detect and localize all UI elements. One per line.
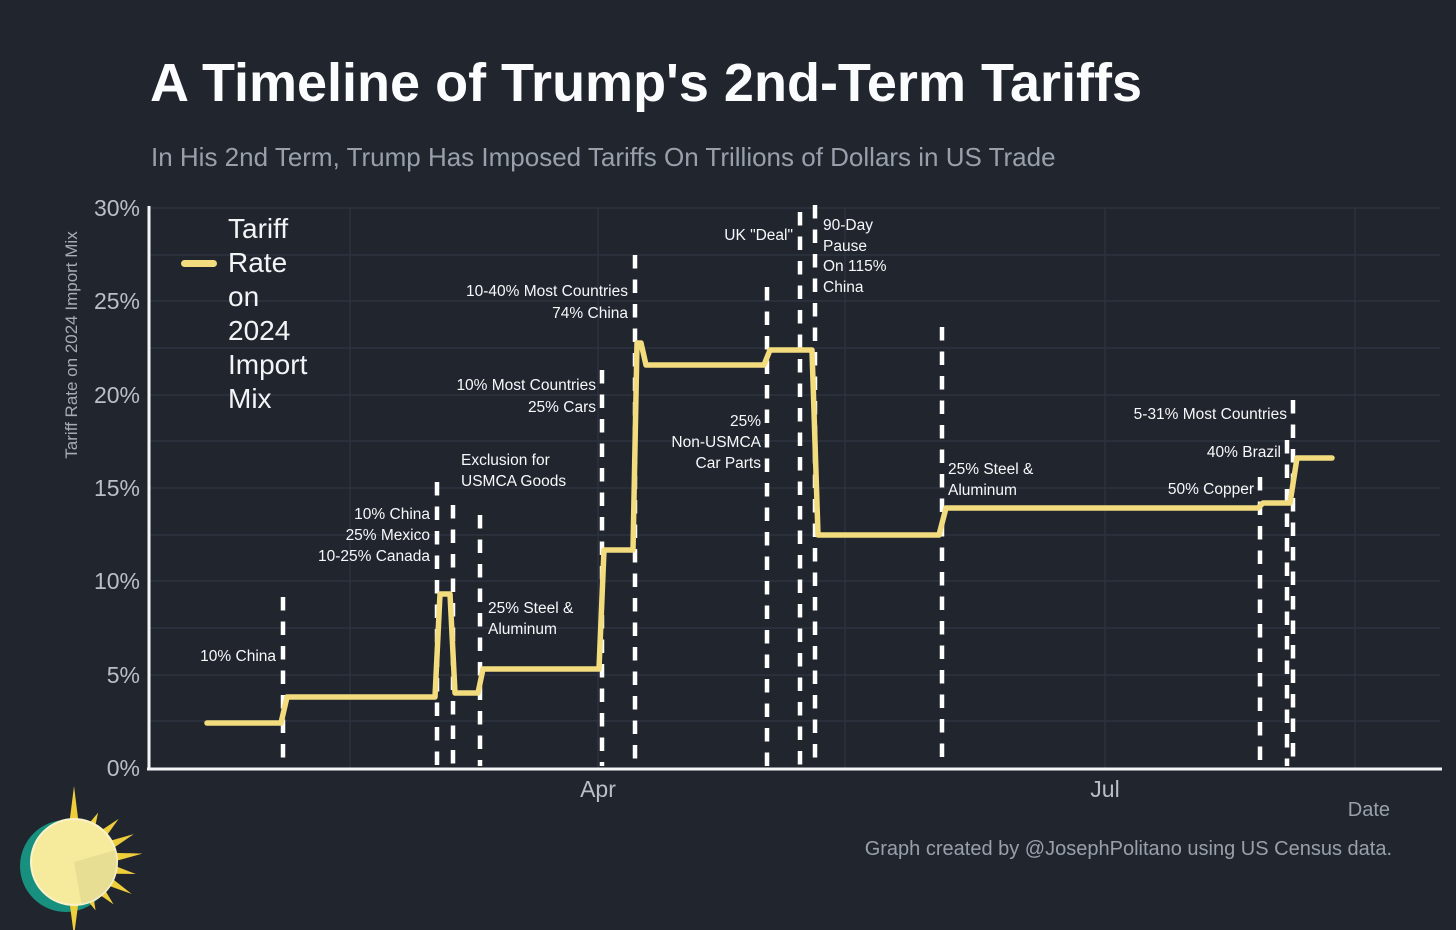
svg-text:74% China: 74% China — [552, 305, 628, 322]
svg-text:Aluminum: Aluminum — [488, 621, 557, 638]
svg-text:90-Day: 90-Day — [823, 217, 873, 234]
svg-text:UK "Deal": UK "Deal" — [724, 227, 793, 244]
x-axis-title: Date — [1347, 799, 1390, 821]
svg-text:5-31% Most Countries: 5-31% Most Countries — [1134, 406, 1288, 423]
svg-text:25% Mexico: 25% Mexico — [346, 527, 430, 544]
svg-text:Aluminum: Aluminum — [948, 482, 1017, 499]
chart-subtitle: In His 2nd Term, Trump Has Imposed Tarif… — [151, 142, 1056, 172]
svg-text:10% Most Countries: 10% Most Countries — [456, 377, 596, 394]
sun-logo-icon — [20, 786, 143, 930]
svg-text:Non-USMCA: Non-USMCA — [671, 434, 761, 451]
svg-text:20%: 20% — [94, 382, 140, 408]
svg-text:25% Steel &: 25% Steel & — [488, 600, 574, 617]
svg-text:Jul: Jul — [1090, 776, 1119, 802]
legend-label: Tariff Rate on 2024 Import Mix — [228, 212, 307, 416]
svg-text:USMCA Goods: USMCA Goods — [461, 473, 566, 490]
legend-label-line: on 2024 — [228, 281, 291, 346]
svg-text:Car Parts: Car Parts — [696, 455, 762, 472]
svg-text:On 115%: On 115% — [823, 258, 887, 275]
legend-label-line: Tariff Rate — [228, 213, 289, 278]
svg-text:0%: 0% — [107, 755, 140, 781]
svg-text:30%: 30% — [94, 195, 140, 221]
legend-line-swatch — [181, 260, 217, 267]
svg-text:25% Steel &: 25% Steel & — [948, 461, 1034, 478]
svg-text:10-25% Canada: 10-25% Canada — [318, 548, 430, 565]
legend-label-line: Import Mix — [228, 349, 308, 414]
svg-text:5%: 5% — [107, 662, 140, 688]
svg-text:40% Brazil: 40% Brazil — [1207, 444, 1281, 461]
svg-text:Apr: Apr — [580, 776, 616, 802]
svg-text:China: China — [823, 279, 864, 296]
credit-line: Graph created by @JosephPolitano using U… — [864, 838, 1392, 860]
svg-text:Exclusion for: Exclusion for — [461, 452, 550, 469]
svg-text:25%: 25% — [730, 413, 761, 430]
svg-text:25%: 25% — [94, 288, 140, 314]
svg-text:50% Copper: 50% Copper — [1168, 481, 1254, 498]
svg-text:10%: 10% — [94, 568, 140, 594]
svg-text:Pause: Pause — [823, 238, 867, 255]
svg-text:10% China: 10% China — [354, 506, 430, 523]
svg-text:10% China: 10% China — [200, 648, 276, 665]
svg-text:10-40% Most Countries: 10-40% Most Countries — [466, 283, 628, 300]
chart-title: A Timeline of Trump's 2nd-Term Tariffs — [150, 53, 1142, 113]
svg-text:25% Cars: 25% Cars — [528, 399, 596, 416]
svg-text:15%: 15% — [94, 475, 140, 501]
